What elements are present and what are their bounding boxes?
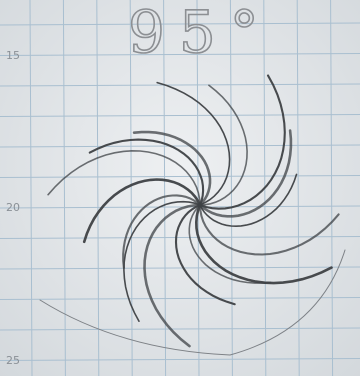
handwritten-title: 95° [128,0,273,66]
grid-line [0,83,360,87]
outline-sketch [39,249,346,356]
grid-line [129,0,133,376]
grid-line [163,0,167,376]
grid-line [0,53,360,56]
spiral-arm [143,203,202,348]
grid-line [0,114,360,117]
grid-line [0,327,360,331]
spiral-arm [47,149,201,206]
grid-line [62,0,66,376]
spiral-arm [199,84,248,206]
spiral-arm [198,74,286,210]
margin-number: 25 [6,354,20,367]
grid-line [96,0,100,376]
spiral-arm [122,194,202,269]
grid-line [29,0,33,376]
spiral-arm [88,138,205,207]
grid-line [0,22,360,26]
grid-line [0,144,360,148]
grid-line [0,266,360,270]
grid-line [0,236,360,239]
grid-line [296,0,300,376]
margin-number: 20 [6,201,20,214]
grid-line [0,175,360,178]
grid-line [0,205,360,209]
grid-line [0,297,360,300]
spiral-arm [198,129,293,218]
margin-number: 15 [6,49,20,62]
spiral-drawing [39,74,346,356]
spiral-arm [194,203,333,285]
grid-line [0,358,360,361]
grid-line [229,0,233,376]
spiral-arm [199,173,298,228]
spiral-arm [132,130,212,207]
spiral-arm [198,203,340,256]
spiral-arm [174,203,236,306]
spiral-arm [123,200,201,322]
grid-line [330,0,334,376]
grid-line [196,0,200,376]
spiral-arm [82,178,202,244]
spiral-arm [188,204,272,284]
spiral-arm [156,81,231,206]
